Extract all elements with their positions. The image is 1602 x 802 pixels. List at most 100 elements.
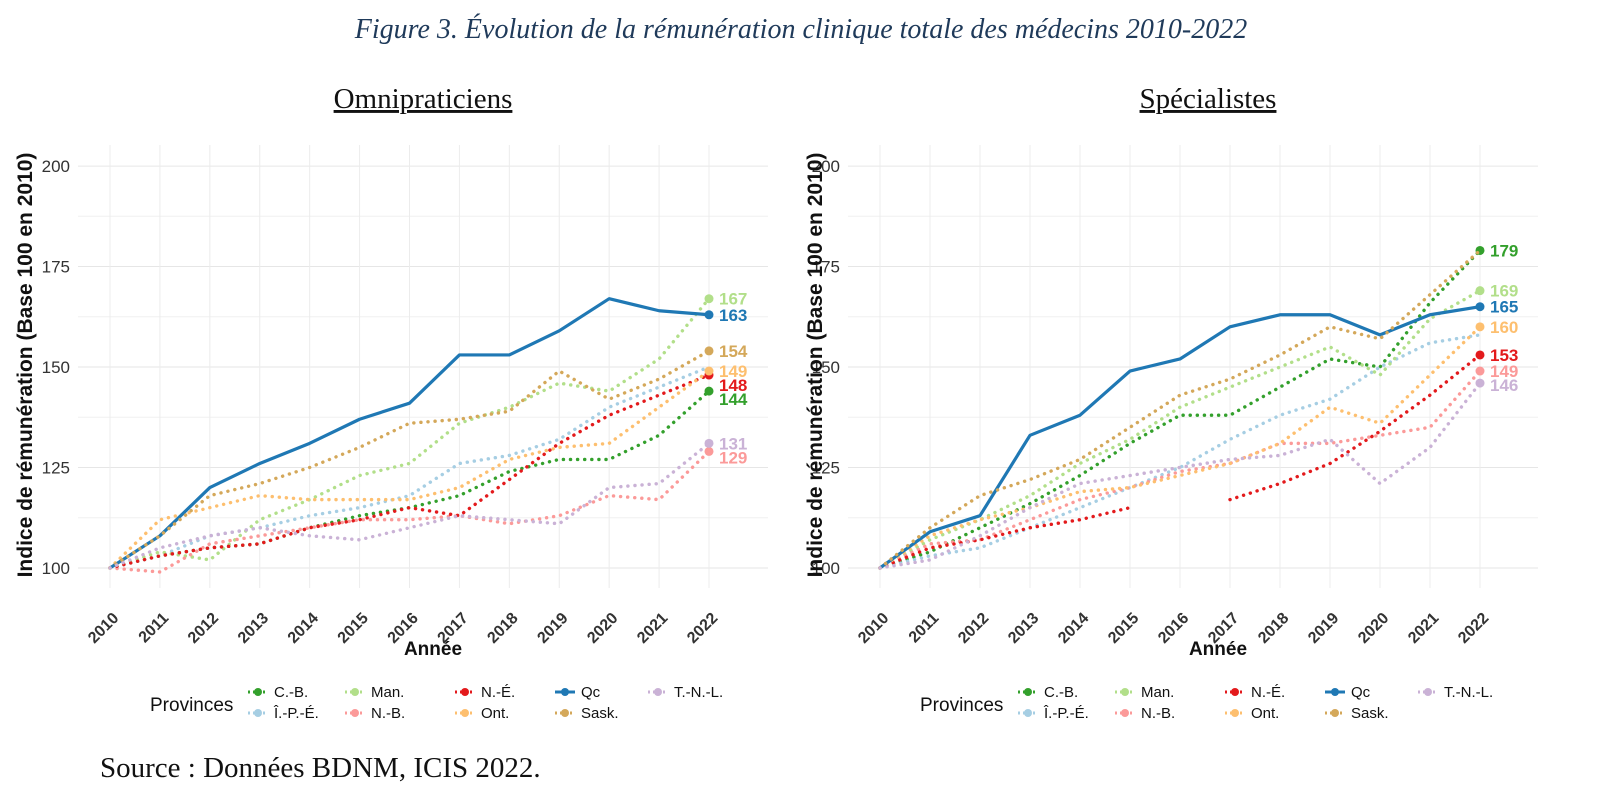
series-line [878,248,1482,570]
legend-label: Ont. [1251,705,1279,722]
end-point [704,386,714,396]
end-point [704,446,714,456]
x-tick-label: 2012 [185,610,222,647]
x-tick-label: 2020 [584,610,621,647]
legend-label: Man. [1141,684,1174,701]
end-label-C.-B.: 179 [1490,241,1518,260]
y-tick-label: 125 [812,458,840,477]
y-axis-label: Indice de rémunération (Base 100 en 2010… [804,153,827,578]
legend: Provinces C.-B. Man. N.-É. Qc T.-N.-L. Î.-P.-É… [920,684,1493,722]
end-label-N.-É.: 153 [1490,346,1518,365]
series-Qc [878,302,1485,570]
legend-item-Î.-P.-É.: Î.-P.-É. [1018,705,1089,722]
series-line [878,325,1482,570]
legend-label: N.-É. [481,684,515,701]
legend-label: Qc [581,684,601,701]
series-line [108,449,711,574]
legend-key-dot [1024,709,1032,717]
end-label-Qc: 163 [719,306,747,325]
legend-label: T.-N.-L. [674,684,723,701]
y-axis-label: Indice de rémunération (Base 100 en 2010… [14,153,37,578]
legend-item-N.-B.: N.-B. [345,705,405,722]
series-Man. [108,294,714,570]
series-Ont. [878,322,1485,570]
legend-key-dot [461,709,469,717]
end-point [1475,366,1485,376]
legend-item-N.-B.: N.-B. [1115,705,1175,722]
legend-key-dot [561,688,569,696]
legend-item-Ont.: Ont. [1225,705,1279,722]
end-point [1475,378,1485,388]
figure-title: Figure 3. Évolution de la rémunération c… [354,14,1248,45]
grid [78,145,768,588]
series-T.-N.-L. [108,438,714,570]
end-label-N.-B.: 129 [719,448,747,467]
legend-item-T.-N.-L.: T.-N.-L. [1418,684,1493,701]
legend-item-Qc: Qc [1325,684,1371,701]
legend-label: Man. [371,684,404,701]
legend-label: T.-N.-L. [1444,684,1493,701]
legend-item-Man.: Man. [1115,684,1174,701]
series-N.-B. [108,446,714,574]
legend-item-C.-B.: C.-B. [1018,684,1078,701]
legend-key-dot [1331,688,1339,696]
x-tick-label: 2013 [235,610,272,647]
x-tick-label: 2019 [534,610,571,647]
panel-title: Omnipraticiens [334,83,513,115]
x-tick-label: 2012 [955,610,992,647]
x-tick-label: 2014 [1055,610,1092,647]
series-Sask. [878,248,1482,570]
legend-label: Î.-P.-É. [1043,705,1089,722]
x-tick-label: 2010 [855,610,892,647]
series-line [878,248,1482,570]
series-N.-É. [878,350,1485,570]
y-tick-label: 100 [42,559,70,578]
legend-item-Sask.: Sask. [555,705,619,722]
series-line [108,369,711,570]
legend-label: Qc [1351,684,1371,701]
legend-item-N.-É.: N.-É. [1225,684,1285,701]
legend-label: N.-É. [1251,684,1285,701]
x-tick-label: 2011 [136,610,173,647]
legend-key-dot [1424,688,1432,696]
y-tick-label: 175 [812,258,840,277]
legend-key-dot [1121,688,1129,696]
series-Sask. [108,346,714,570]
legend-title: Provinces [150,695,233,716]
legend-key-dot [1024,688,1032,696]
legend-key-dot [351,709,359,717]
legend-label: Sask. [1351,705,1389,722]
series-C.-B. [108,386,714,570]
end-point [1475,350,1485,360]
y-tick-label: 175 [42,258,70,277]
legend-label: Î.-P.-É. [273,705,319,722]
legend-key-dot [561,709,569,717]
legend-key-dot [1231,688,1239,696]
end-label-Qc: 165 [1490,298,1518,317]
legend-item-C.-B.: C.-B. [248,684,308,701]
legend: Provinces C.-B. Man. N.-É. Qc T.-N.-L. Î.-P.-É… [150,684,723,722]
legend-item-Î.-P.-É.: Î.-P.-É. [248,705,319,722]
legend-label: N.-B. [1141,705,1175,722]
panel-title: Spécialistes [1140,83,1277,115]
source-note: Source : Données BDNM, ICIS 2022. [100,752,541,784]
x-tick-label: 2022 [1455,610,1492,647]
series-line [878,369,1482,570]
x-tick-label: 2013 [1005,610,1042,647]
legend-key-dot [1121,709,1129,717]
series-Qc [108,297,714,570]
chart-specialistes: Spécialistes 100 125 150 175 200 2010 2011 2012 2… [804,83,1538,722]
series-line [108,373,711,570]
series-T.-N.-L. [878,378,1485,570]
legend-item-Qc: Qc [555,684,601,701]
end-point [704,366,714,376]
series-line [878,305,1482,570]
x-axis-label: Année [404,639,462,660]
x-tick-label: 2019 [1305,610,1342,647]
legend-label: C.-B. [274,684,308,701]
legend-key-dot [254,688,262,696]
legend-key-dot [654,688,662,696]
legend-key-dot [1231,709,1239,717]
end-label-Man.: 167 [719,290,747,309]
chart-omnipraticiens: Omnipraticiens 100 125 150 175 200 2010 2011 201… [14,83,768,722]
